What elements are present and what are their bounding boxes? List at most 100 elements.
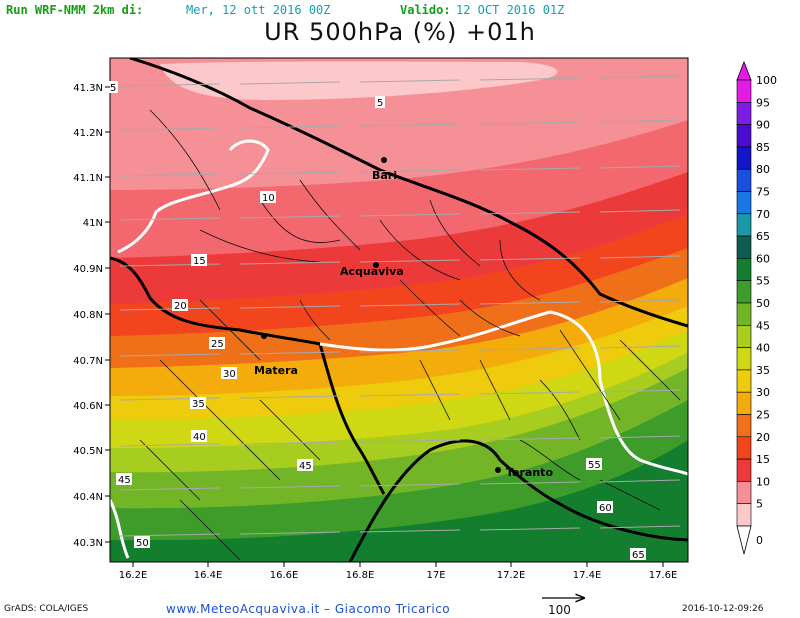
lat-tick-40.9: 40.9N <box>73 264 103 275</box>
lon-tick-16.6: 16.6E <box>270 570 299 581</box>
coastline <box>129 58 688 328</box>
lon-tick-16.2: 16.2E <box>119 570 148 581</box>
lat-tick-41: 41N <box>83 218 103 229</box>
contour-label-20: 20 <box>174 301 187 312</box>
valid-label: Valido: <box>400 3 451 17</box>
city-markers <box>261 157 501 473</box>
colorbar-label: 35 <box>756 364 770 377</box>
colorbar-cell <box>736 503 752 527</box>
contour-label-25: 25 <box>211 339 224 350</box>
lat-tick-40.6: 40.6N <box>73 401 103 412</box>
lat-tick-40.5: 40.5N <box>73 446 103 457</box>
lon-tick-17: 17E <box>426 570 445 581</box>
colorbar-cell <box>736 324 752 348</box>
city-label-taranto: Taranto <box>506 466 553 479</box>
map-frame <box>109 57 689 563</box>
city-label-matera: Matera <box>254 364 298 377</box>
colorbar-cell <box>736 458 752 482</box>
colorbar-cell <box>736 481 752 504</box>
colorbar-cell <box>736 391 752 415</box>
colorbar-cell <box>736 146 752 170</box>
contour-label-55: 55 <box>588 460 601 471</box>
city-labels: Bari Acquaviva Matera Taranto <box>254 169 553 479</box>
colorbar-cell <box>736 191 752 215</box>
colorbar-top-arrow <box>736 60 752 81</box>
colorbar-cell <box>736 168 752 192</box>
lon-tick-17.6: 17.6E <box>649 570 678 581</box>
colorbar: 1009590858075706560555045403530252015105… <box>736 60 777 555</box>
lat-tick-41.2: 41.2N <box>73 128 103 139</box>
contour-label-45b: 45 <box>299 461 312 472</box>
lon-axis: 16.2E 16.4E 16.6E 16.8E 17E 17.2E 17.4E … <box>119 562 678 581</box>
contour-label-5b: 5 <box>377 98 383 109</box>
colorbar-cell <box>736 79 752 103</box>
lon-tick-16.8: 16.8E <box>346 570 375 581</box>
colorbar-cell <box>736 414 752 438</box>
region-border-puglia <box>110 139 688 559</box>
colorbar-label: 90 <box>756 119 770 132</box>
wind-vectors <box>119 75 681 537</box>
timestamp: 2016-10-12-09:26 <box>682 604 764 614</box>
colorbar-cell <box>736 102 752 125</box>
lat-tick-40.4: 40.4N <box>73 492 103 503</box>
colorbar-label: 65 <box>756 230 770 243</box>
contour-label-30: 30 <box>223 369 236 380</box>
colorbar-label: 30 <box>756 386 770 399</box>
contour-label-40: 40 <box>193 432 206 443</box>
contour-label-15: 15 <box>193 256 206 267</box>
colorbar-bottom-arrow <box>736 525 752 555</box>
colorbar-cell <box>736 124 752 148</box>
city-label-acquaviva: Acquaviva <box>340 265 404 278</box>
colorbar-label: 20 <box>756 431 770 444</box>
map-title: UR 500hPa (%) +01h <box>264 18 536 46</box>
region-border-basilicata <box>110 256 386 495</box>
colorbar-label: 85 <box>756 141 770 154</box>
lat-axis: 41.3N 41.2N 41.1N 41N 40.9N 40.8N 40.7N … <box>73 83 110 549</box>
colorbar-label: 5 <box>756 498 763 511</box>
site-credit: www.MeteoAcquaviva.it – Giacomo Tricaric… <box>166 602 451 616</box>
contour-label-45a: 45 <box>118 475 131 486</box>
colorbar-cell <box>736 258 752 281</box>
colorbar-cell <box>736 347 752 371</box>
contour-label-50: 50 <box>136 538 149 549</box>
lon-tick-17.2: 17.2E <box>497 570 526 581</box>
lon-tick-16.4: 16.4E <box>194 570 223 581</box>
colorbar-cell <box>736 302 752 326</box>
run-date: Mer, 12 ott 2016 00Z <box>186 3 331 17</box>
band-5 <box>160 61 558 100</box>
lat-tick-40.3: 40.3N <box>73 538 103 549</box>
contour-label-35: 35 <box>192 399 205 410</box>
colorbar-label: 40 <box>756 342 770 355</box>
lat-tick-40.7: 40.7N <box>73 356 103 367</box>
colorbar-cell <box>736 213 752 237</box>
contour-label-65: 65 <box>632 550 645 561</box>
run-label: Run WRF-NMM 2km di: <box>6 3 144 17</box>
contour-label-10: 10 <box>262 193 275 204</box>
lat-tick-40.8: 40.8N <box>73 310 103 321</box>
lat-tick-41.1: 41.1N <box>73 173 103 184</box>
contour-labels: 5 5 10 15 20 25 30 35 40 45 45 50 55 60 … <box>108 81 646 561</box>
contour-label-60: 60 <box>599 503 612 514</box>
lat-tick-41.3: 41.3N <box>73 83 103 94</box>
colorbar-cell <box>736 280 752 304</box>
colorbar-label: 95 <box>756 96 770 109</box>
colorbar-label: 55 <box>756 275 770 288</box>
colorbar-label: 25 <box>756 409 770 422</box>
colorbar-cell <box>736 235 752 259</box>
colorbar-cell <box>736 369 752 393</box>
colorbar-label: 70 <box>756 208 770 221</box>
colorbar-label: 80 <box>756 163 770 176</box>
lon-tick-17.4: 17.4E <box>573 570 602 581</box>
colorbar-label: 15 <box>756 453 770 466</box>
colorbar-label: 75 <box>756 186 770 199</box>
colorbar-label: 45 <box>756 319 770 332</box>
municipal-boundaries <box>139 109 681 561</box>
colorbar-label: 60 <box>756 252 770 265</box>
city-label-bari: Bari <box>372 169 397 182</box>
vector-scale-label: 100 <box>548 603 571 617</box>
colorbar-label: 100 <box>756 74 777 87</box>
valid-date: 12 OCT 2016 01Z <box>456 3 565 17</box>
colorbar-label: 10 <box>756 475 770 488</box>
grads-credit: GrADS: COLA/IGES <box>4 604 89 614</box>
